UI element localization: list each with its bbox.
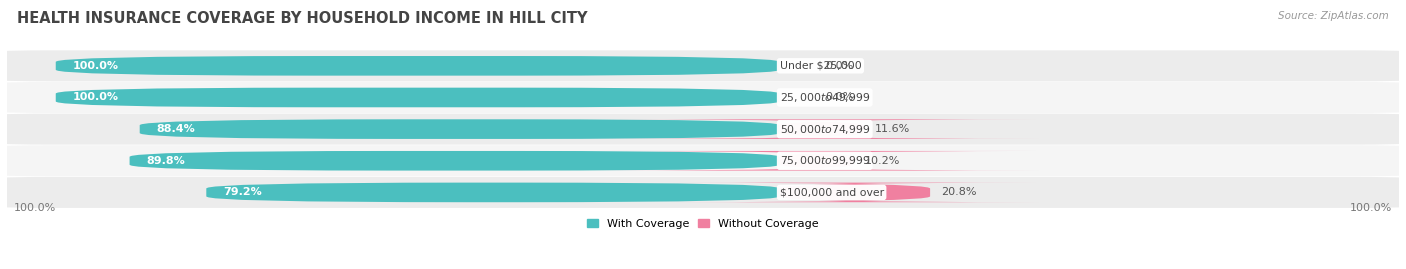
Text: Source: ZipAtlas.com: Source: ZipAtlas.com — [1278, 11, 1389, 21]
Text: 0.0%: 0.0% — [825, 93, 853, 102]
FancyBboxPatch shape — [0, 50, 1406, 81]
Text: $75,000 to $99,999: $75,000 to $99,999 — [779, 154, 870, 167]
Text: 20.8%: 20.8% — [941, 187, 977, 197]
Text: $100,000 and over: $100,000 and over — [779, 187, 884, 197]
FancyBboxPatch shape — [56, 88, 779, 107]
Legend: With Coverage, Without Coverage: With Coverage, Without Coverage — [582, 214, 824, 233]
FancyBboxPatch shape — [0, 177, 1406, 208]
Text: 100.0%: 100.0% — [73, 61, 118, 71]
Text: 89.8%: 89.8% — [146, 156, 186, 166]
Text: 11.6%: 11.6% — [875, 124, 910, 134]
Text: 100.0%: 100.0% — [1350, 203, 1392, 213]
FancyBboxPatch shape — [595, 151, 1039, 171]
Text: 100.0%: 100.0% — [14, 203, 56, 213]
FancyBboxPatch shape — [0, 145, 1406, 176]
FancyBboxPatch shape — [605, 119, 1039, 139]
FancyBboxPatch shape — [671, 183, 1039, 202]
FancyBboxPatch shape — [129, 151, 779, 171]
Text: $50,000 to $74,999: $50,000 to $74,999 — [779, 123, 870, 136]
FancyBboxPatch shape — [0, 82, 1406, 113]
FancyBboxPatch shape — [139, 119, 779, 139]
Text: 88.4%: 88.4% — [156, 124, 195, 134]
Text: 0.0%: 0.0% — [825, 61, 853, 71]
Text: HEALTH INSURANCE COVERAGE BY HOUSEHOLD INCOME IN HILL CITY: HEALTH INSURANCE COVERAGE BY HOUSEHOLD I… — [17, 11, 588, 26]
FancyBboxPatch shape — [0, 114, 1406, 145]
Text: 10.2%: 10.2% — [865, 156, 900, 166]
Text: 79.2%: 79.2% — [224, 187, 262, 197]
Text: $25,000 to $49,999: $25,000 to $49,999 — [779, 91, 870, 104]
Text: 100.0%: 100.0% — [73, 93, 118, 102]
FancyBboxPatch shape — [56, 56, 779, 76]
FancyBboxPatch shape — [207, 183, 779, 202]
Text: Under $25,000: Under $25,000 — [779, 61, 862, 71]
